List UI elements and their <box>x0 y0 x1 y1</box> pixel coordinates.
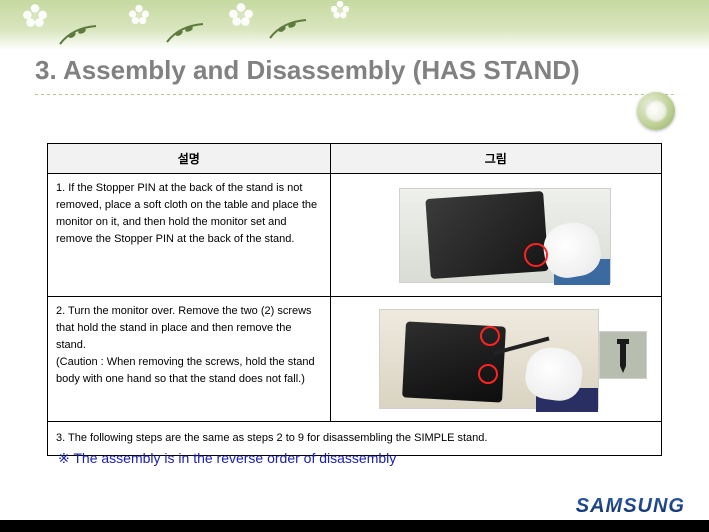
step-1-description: 1. If the Stopper PIN at the back of the… <box>48 174 331 297</box>
flower-icon <box>330 0 350 20</box>
samsung-logo: SAMSUNG <box>576 495 685 518</box>
highlight-circle-icon <box>524 243 548 267</box>
table-row: 1. If the Stopper PIN at the back of the… <box>48 174 662 297</box>
instruction-table: 설명 그림 1. If the Stopper PIN at the back … <box>47 143 662 456</box>
flower-icon <box>228 2 254 28</box>
column-header-image: 그림 <box>330 144 661 174</box>
highlight-circle-icon <box>480 326 500 346</box>
step-2-image-cell <box>330 297 661 422</box>
flower-icon <box>22 3 48 29</box>
column-header-description: 설명 <box>48 144 331 174</box>
leaf-sprig-icon <box>268 18 308 40</box>
table-header-row: 설명 그림 <box>48 144 662 174</box>
assembly-footnote: ※ The assembly is in the reverse order o… <box>58 450 396 467</box>
leaf-sprig-icon <box>165 22 205 44</box>
decorative-medallion-icon <box>637 92 675 130</box>
step-1-photo <box>399 188 611 283</box>
page-title: 3. Assembly and Disassembly (HAS STAND) <box>35 55 580 86</box>
screw-inset-image <box>599 331 647 379</box>
step-2-photo <box>379 309 599 409</box>
leaf-sprig-icon <box>58 24 98 46</box>
screw-icon <box>610 335 636 375</box>
step-2-description: 2. Turn the monitor over. Remove the two… <box>48 297 331 422</box>
decorative-top-band <box>0 0 709 50</box>
bottom-bar <box>0 520 709 532</box>
highlight-circle-icon <box>478 364 498 384</box>
step-1-image-cell <box>330 174 661 297</box>
slide: 3. Assembly and Disassembly (HAS STAND) … <box>0 0 709 532</box>
table-row: 2. Turn the monitor over. Remove the two… <box>48 297 662 422</box>
flower-icon <box>128 4 150 26</box>
title-divider <box>35 94 675 95</box>
